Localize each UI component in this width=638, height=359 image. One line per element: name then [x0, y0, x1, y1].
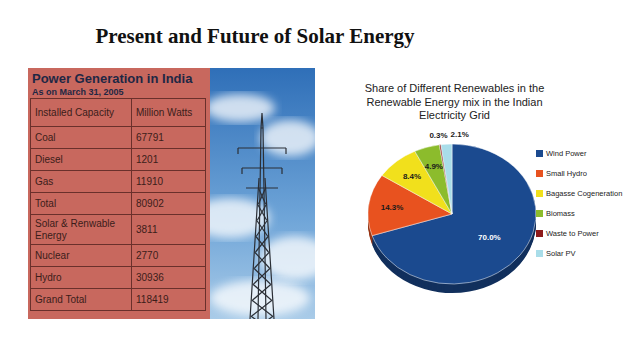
data-label: 70.0%	[478, 233, 501, 242]
legend-label: Waste to Power	[546, 229, 599, 238]
table-cell: 3811	[132, 215, 206, 245]
table-row: Coal67791	[31, 127, 206, 149]
pie-slices	[368, 144, 536, 284]
pylon-brace	[256, 220, 267, 236]
pylon-brace	[257, 204, 266, 220]
data-label: 0.3%	[429, 131, 447, 140]
cloud	[260, 120, 315, 156]
legend-swatch	[536, 170, 543, 177]
data-label: 14.3%	[381, 203, 404, 212]
data-label: 4.9%	[425, 162, 443, 171]
cloud	[260, 236, 315, 280]
table-cell: 67791	[132, 127, 206, 149]
table-cell: 80902	[132, 193, 206, 215]
table-cell: Total	[31, 193, 132, 215]
legend-label: Solar PV	[546, 249, 576, 258]
slide-title: Present and Future of Solar Energy	[60, 24, 450, 49]
pie-depth	[368, 145, 536, 293]
table-header-cell: Installed Capacity	[31, 99, 132, 127]
table-cell: 11910	[132, 171, 206, 193]
pylon-brace	[252, 300, 273, 316]
legend-label: Biomass	[546, 209, 575, 218]
legend-swatch	[536, 250, 543, 257]
table-row: Solar & Renwable Energy3811	[31, 215, 206, 245]
chart-title: Share of Different Renewables in the Ren…	[352, 82, 557, 123]
table-cell: 2770	[132, 245, 206, 267]
table-row: Diesel1201	[31, 149, 206, 171]
data-label: 8.4%	[403, 172, 421, 181]
legend: Wind Power Small Hydro Bagasse Cogeneratio…	[536, 149, 622, 258]
data-label: 2.1%	[451, 130, 469, 139]
pylon-brace	[256, 236, 269, 252]
table-row: Grand Total118419	[31, 289, 206, 311]
legend-label: Small Hydro	[546, 169, 587, 178]
table-header-cell: Million Watts	[132, 99, 206, 127]
legend-swatch	[536, 190, 543, 197]
pylon-brace	[253, 284, 272, 300]
pie-slice	[439, 145, 452, 214]
table-row: Nuclear2770	[31, 245, 206, 267]
table-subheading: As on March 31, 2005	[32, 87, 124, 97]
pylon-photo	[210, 68, 315, 319]
table-cell: 1201	[132, 149, 206, 171]
table-cell: 118419	[132, 289, 206, 311]
table-row: Total80902	[31, 193, 206, 215]
table-cell: Coal	[31, 127, 132, 149]
pylon	[238, 113, 286, 319]
table-row: Hydro30936	[31, 267, 206, 289]
table-header-row: Installed CapacityMillion Watts	[31, 99, 206, 127]
pylon-brace	[255, 252, 270, 268]
legend-label: Wind Power	[546, 149, 587, 158]
pylon-brace	[258, 188, 265, 204]
cloud	[210, 198, 270, 238]
legend-swatch	[536, 210, 543, 217]
pylon-leg	[258, 113, 266, 319]
table-cell: Gas	[31, 171, 132, 193]
table: Installed CapacityMillion WattsCoal67791…	[30, 98, 206, 311]
table-cell: 30936	[132, 267, 206, 289]
cloud	[210, 94, 275, 122]
legend-swatch	[536, 150, 543, 157]
table-cell: Solar & Renwable Energy	[31, 215, 132, 245]
pylon-insulator	[238, 148, 286, 174]
pie-slice	[441, 144, 452, 214]
legend-swatch	[536, 230, 543, 237]
legend-label: Bagasse Cogeneration	[546, 189, 622, 198]
table-cell: Diesel	[31, 149, 132, 171]
pylon-brace	[251, 316, 274, 319]
pie-chart: 70.0% 14.3% 8.4% 4.9% 0.3% 2.1% Wind Power Smal…	[0, 0, 638, 359]
table-heading: Power Generation in India	[32, 71, 192, 86]
table-row: Gas11910	[31, 171, 206, 193]
cloud	[210, 280, 310, 316]
table-cell: Grand Total	[31, 289, 132, 311]
pylon-arm	[238, 148, 286, 188]
pylon-brace	[254, 268, 271, 284]
table-cell: Hydro	[31, 267, 132, 289]
table-cell: Nuclear	[31, 245, 132, 267]
pylon-leg	[250, 178, 274, 319]
